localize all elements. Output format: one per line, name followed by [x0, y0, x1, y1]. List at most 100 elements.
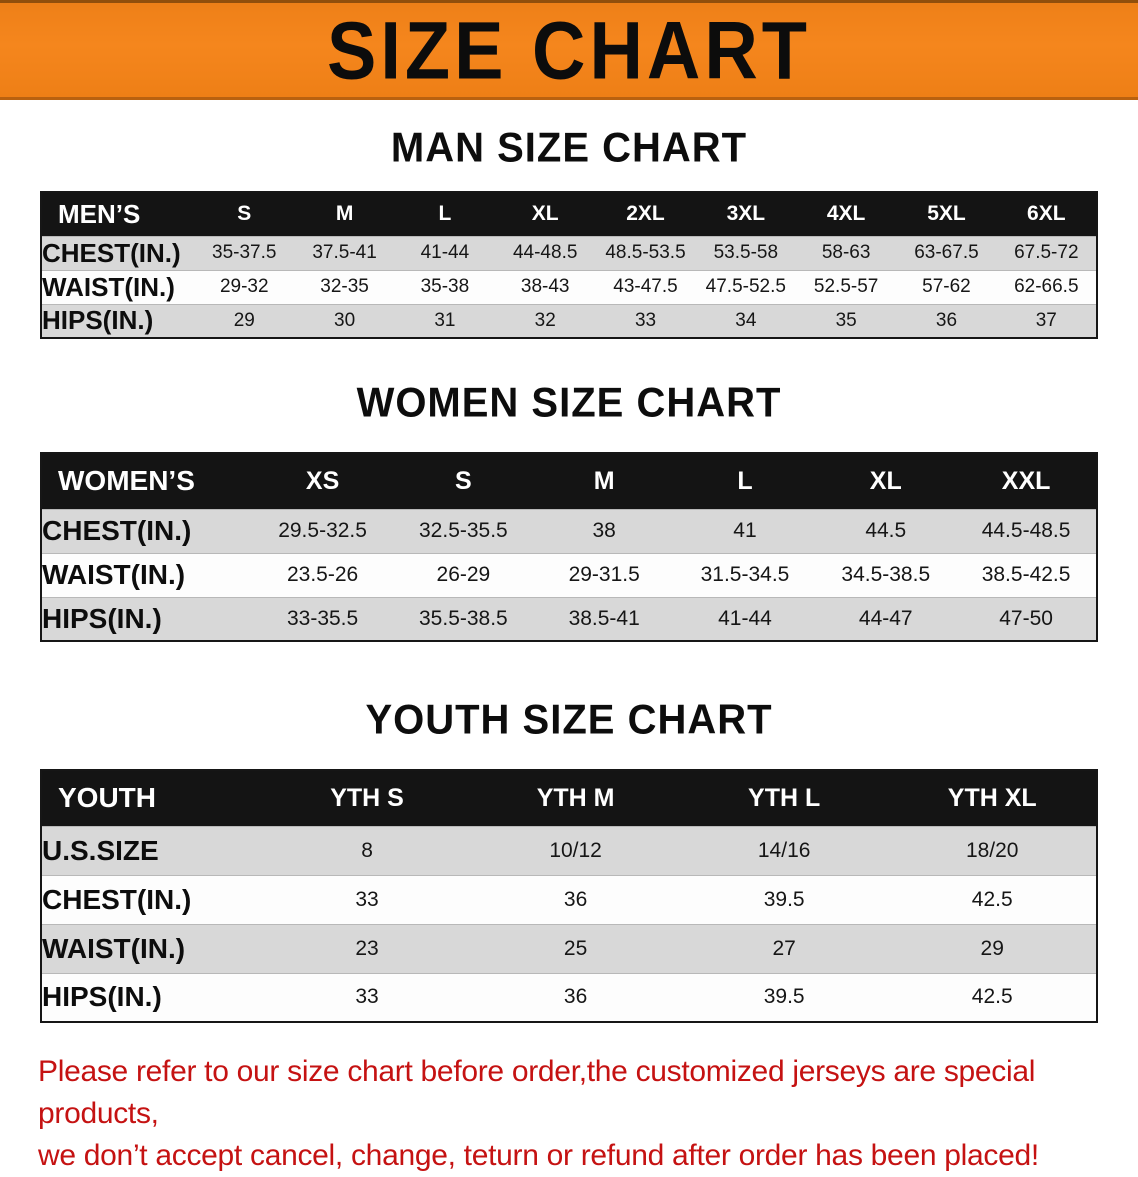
size-value: 41-44: [718, 606, 772, 630]
size-value: 33-35.5: [286, 606, 359, 630]
size-value: 29: [980, 936, 1004, 960]
measurement-label: CHEST(IN.): [42, 883, 192, 915]
size-value: 36: [563, 985, 588, 1009]
man-size-table: MEN’S S M L XL 2XL 3XL 4XL 5XL 6XL CHEST(IN.) 35-37…: [40, 191, 1098, 339]
size-value: 37.5-41: [312, 242, 377, 263]
size-value: 52.5-57: [813, 276, 879, 297]
size-value: 26-29: [436, 563, 491, 586]
size-value: 36: [935, 309, 958, 331]
size-column-header: 5XL: [927, 202, 966, 226]
order-notice: Please refer to our size chart before or…: [38, 1051, 1100, 1177]
measurement-label: WAIST(IN.): [42, 559, 186, 590]
size-column-header: M: [335, 202, 354, 226]
size-value: 62-66.5: [1014, 276, 1079, 297]
table-header-row: YOUTH YTH S YTH M YTH L YTH XL: [41, 770, 1097, 826]
table-header-row: MEN’S S M L XL 2XL 3XL 4XL 5XL 6XL: [41, 192, 1097, 236]
measurement-label: CHEST(IN.): [42, 237, 181, 268]
measurement-label: HIPS(IN.): [42, 305, 154, 336]
youth-size-chart-section: YOUTH SIZE CHART YOUTH YTH S YTH M YTH L YTH…: [0, 696, 1138, 1023]
measurement-label: HIPS(IN.): [42, 981, 162, 1013]
page-title: SIZE CHART: [327, 4, 811, 96]
measurement-label: CHEST(IN.): [42, 515, 192, 546]
size-column-header: 3XL: [726, 202, 766, 226]
size-value: 32: [534, 309, 556, 331]
size-chart-banner: SIZE CHART: [0, 0, 1138, 100]
size-value: 34.5-38.5: [841, 563, 931, 586]
size-value: 32.5-35.5: [419, 519, 508, 542]
measurement-row: WAIST(IN.) 29-32 32-35 35-38 38-43 43-47.5 47.…: [41, 270, 1097, 304]
size-column-header: L: [737, 466, 753, 495]
size-value: 33: [634, 309, 657, 331]
size-column-header: XXL: [1001, 466, 1051, 495]
size-column-header: M: [593, 466, 615, 495]
size-value: 38.5-41: [568, 606, 640, 630]
youth-size-table: YOUTH YTH S YTH M YTH L YTH XL U.S.SIZE 8 10/12…: [40, 769, 1098, 1023]
size-value: 35.5-38.5: [419, 606, 508, 630]
measurement-label: WAIST(IN.): [42, 271, 175, 302]
measurement-row: CHEST(IN.) 33 36 39.5 42.5: [41, 875, 1097, 924]
size-column-header: XL: [869, 466, 902, 495]
measurement-row: HIPS(IN.) 33 36 39.5 42.5: [41, 973, 1097, 1022]
measurement-row: WAIST(IN.) 23 25 27 29: [41, 924, 1097, 973]
size-value: 42.5: [971, 985, 1013, 1009]
size-value: 33: [355, 887, 379, 911]
notice-line-2: we don’t accept cancel, change, teturn o…: [38, 1139, 1039, 1172]
table-corner-label: WOMEN’S: [58, 465, 195, 497]
size-value: 35-38: [420, 276, 470, 297]
measurement-row: WAIST(IN.) 23.5-26 26-29 29-31.5 31.5-34.5 34…: [41, 553, 1097, 597]
size-value: 27: [772, 936, 796, 960]
size-value: 41: [733, 519, 757, 542]
size-column-header: 6XL: [1027, 202, 1066, 226]
size-value: 42.5: [971, 887, 1013, 911]
women-size-table: WOMEN’S XS S M L XL XXL CHEST(IN.) 29.5-32.5 32.5…: [40, 452, 1098, 642]
measurement-label: HIPS(IN.): [42, 602, 162, 634]
youth-size-chart-heading: YOUTH SIZE CHART: [365, 696, 773, 744]
size-value: 57-62: [922, 276, 971, 297]
table-corner-label: YOUTH: [58, 782, 156, 814]
size-column-header: XL: [531, 202, 559, 226]
size-column-header: XS: [305, 466, 340, 495]
size-value: 44-47: [858, 606, 913, 630]
size-value: 67.5-72: [1014, 242, 1079, 263]
size-value: 53.5-58: [713, 242, 779, 263]
size-value: 38-43: [520, 276, 570, 297]
size-value: 31: [434, 309, 456, 331]
size-value: 37: [1035, 309, 1057, 331]
size-value: 38: [592, 519, 616, 542]
size-value: 33: [355, 985, 379, 1009]
size-value: 25: [563, 936, 588, 960]
size-value: 44-48.5: [512, 242, 578, 263]
size-value: 44.5: [865, 519, 907, 542]
size-value: 35-37.5: [212, 242, 277, 263]
size-column-header: S: [237, 202, 252, 226]
size-value: 14/16: [757, 838, 811, 862]
women-size-chart-heading: WOMEN SIZE CHART: [356, 379, 782, 427]
size-value: 48.5-53.5: [605, 242, 686, 263]
size-value: 23: [355, 936, 379, 960]
measurement-row: U.S.SIZE 8 10/12 14/16 18/20: [41, 826, 1097, 875]
size-value: 63-67.5: [914, 242, 979, 263]
size-column-header: S: [455, 466, 472, 495]
notice-line-1: Please refer to our size chart before or…: [38, 1055, 1036, 1130]
size-value: 31.5-34.5: [700, 563, 790, 586]
size-value: 47.5-52.5: [705, 276, 786, 297]
size-column-header: 2XL: [626, 202, 665, 226]
measurement-row: HIPS(IN.) 33-35.5 35.5-38.5 38.5-41 41-44 44-…: [41, 597, 1097, 641]
size-value: 34: [735, 309, 757, 331]
size-value: 44.5-48.5: [981, 519, 1071, 542]
measurement-label: WAIST(IN.): [42, 932, 186, 964]
size-value: 29: [233, 309, 255, 331]
measurement-row: CHEST(IN.) 35-37.5 37.5-41 41-44 44-48.5 48.5…: [41, 236, 1097, 270]
table-corner-label: MEN’S: [58, 198, 141, 229]
measurement-label: U.S.SIZE: [42, 834, 159, 866]
size-value: 47-50: [999, 606, 1053, 630]
size-column-header: YTH M: [536, 783, 615, 812]
size-value: 38.5-42.5: [981, 563, 1071, 586]
size-value: 10/12: [549, 838, 602, 862]
size-column-header: YTH L: [748, 783, 821, 812]
women-size-chart-section: WOMEN SIZE CHART WOMEN’S XS S M L XL XXL CHEST(…: [0, 379, 1138, 642]
size-column-header: 4XL: [826, 202, 866, 226]
man-size-chart-section: MAN SIZE CHART MEN’S S M L XL 2XL 3XL 4XL 5XL 6XL…: [0, 124, 1138, 339]
size-value: 58-63: [821, 242, 871, 263]
man-size-chart-heading: MAN SIZE CHART: [390, 124, 748, 172]
